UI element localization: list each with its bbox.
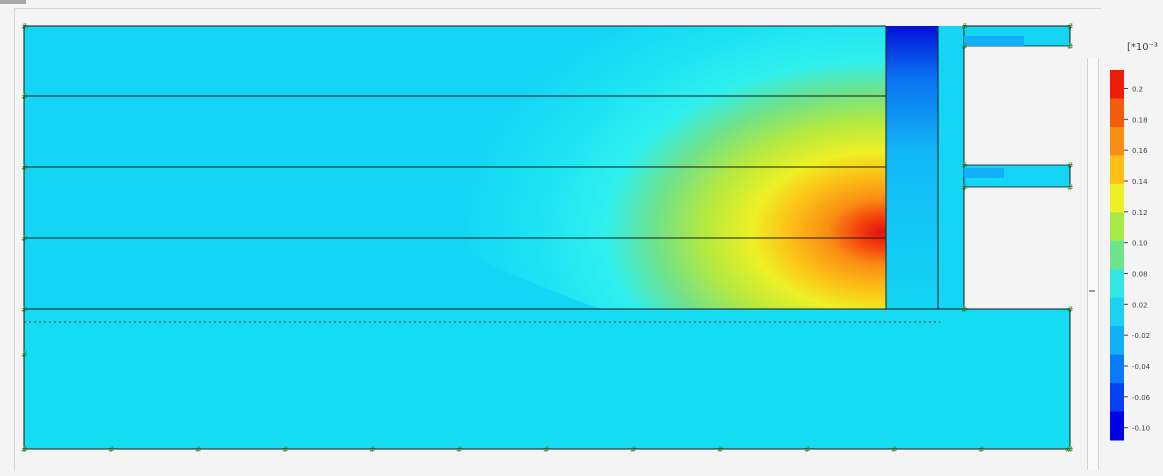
- scrollbar-grip[interactable]: [1089, 290, 1095, 292]
- node-marker-icon: #: [21, 445, 28, 454]
- node-marker-icon: #: [195, 445, 202, 454]
- legend-swatch: [1110, 155, 1124, 185]
- strut-middle: [963, 164, 1071, 188]
- node-marker-icon: #: [717, 445, 724, 454]
- legend-swatch: [1110, 326, 1124, 356]
- window-corner-handle[interactable]: [0, 0, 26, 4]
- legend-swatch: [1110, 126, 1124, 156]
- node-marker-icon: #: [961, 183, 968, 192]
- retaining-wall: [886, 26, 938, 309]
- node-marker-icon: #: [961, 161, 968, 170]
- legend-tick-label: 0.08: [1132, 271, 1148, 279]
- node-marker-icon: #: [1065, 445, 1072, 454]
- layer-lines: [24, 95, 1070, 310]
- legend-swatch: [1110, 383, 1124, 413]
- node-marker-icon: #: [21, 163, 28, 172]
- node-marker-icon: #: [1067, 22, 1074, 31]
- legend-tick-label: -0.10: [1132, 425, 1150, 433]
- legend-tick-label: 0.10: [1132, 240, 1148, 248]
- node-marker-icon: #: [804, 445, 811, 454]
- node-marker-icon: #: [21, 350, 28, 359]
- vertical-scrollbar[interactable]: [1087, 58, 1099, 470]
- node-marker-icon: #: [21, 234, 28, 243]
- legend-swatch: [1110, 240, 1124, 270]
- node-marker-icon: #: [1067, 305, 1074, 314]
- node-marker-icon: #: [108, 445, 115, 454]
- node-markers: ######## # # # # # # # # # # # ########## ##: [21, 22, 1074, 454]
- node-marker-icon: #: [1067, 183, 1074, 192]
- legend-swatch: [1110, 297, 1124, 327]
- node-marker-icon: #: [1067, 445, 1074, 454]
- node-marker-icon: #: [961, 42, 968, 51]
- legend-tick-label: 0.18: [1132, 116, 1148, 124]
- node-marker-icon: #: [21, 22, 28, 31]
- strut-top: [963, 25, 1071, 47]
- wall-right-strip: [938, 26, 964, 309]
- node-marker-icon: #: [961, 305, 968, 314]
- legend-title: [*10⁻³: [1127, 42, 1158, 53]
- legend-tick-label: 0.02: [1132, 301, 1148, 309]
- legend-tick-label: -0.04: [1132, 363, 1151, 371]
- node-marker-icon: #: [891, 445, 898, 454]
- node-marker-icon: #: [961, 22, 968, 31]
- node-marker-icon: #: [21, 445, 28, 454]
- legend-swatch: [1110, 183, 1124, 213]
- legend-swatch: [1110, 212, 1124, 242]
- model-boundary: [23, 25, 1071, 450]
- legend-tick-label: 0.2: [1132, 86, 1143, 94]
- node-marker-icon: #: [630, 445, 637, 454]
- legend-swatch: [1110, 70, 1124, 99]
- node-marker-icon: #: [369, 445, 376, 454]
- legend-tick-label: 0.16: [1132, 147, 1148, 155]
- node-marker-icon: #: [456, 445, 463, 454]
- legend-tick-label: -0.02: [1132, 332, 1150, 340]
- legend-swatch: [1110, 411, 1124, 441]
- color-legend: 0.2 0.18 0.16 0.14 0.12 0.10 0.08 0.02 -0.02 -0.0…: [1110, 70, 1151, 441]
- legend-tick-label: -0.06: [1132, 394, 1151, 402]
- legend-swatch: [1110, 269, 1124, 299]
- node-marker-icon: #: [1067, 42, 1074, 51]
- legend-swatch: [1110, 98, 1124, 128]
- node-marker-icon: #: [978, 445, 985, 454]
- node-marker-icon: #: [282, 445, 289, 454]
- node-marker-icon: #: [21, 92, 28, 101]
- legend-tick-label: 0.14: [1132, 178, 1148, 186]
- plot-frame: [14, 8, 1101, 471]
- node-marker-icon: #: [1067, 161, 1074, 170]
- node-marker-icon: #: [21, 305, 28, 314]
- legend-swatch: [1110, 354, 1124, 384]
- legend-tick-label: 0.12: [1132, 209, 1148, 217]
- lower-soil-region: [24, 309, 1070, 449]
- node-marker-icon: #: [543, 445, 550, 454]
